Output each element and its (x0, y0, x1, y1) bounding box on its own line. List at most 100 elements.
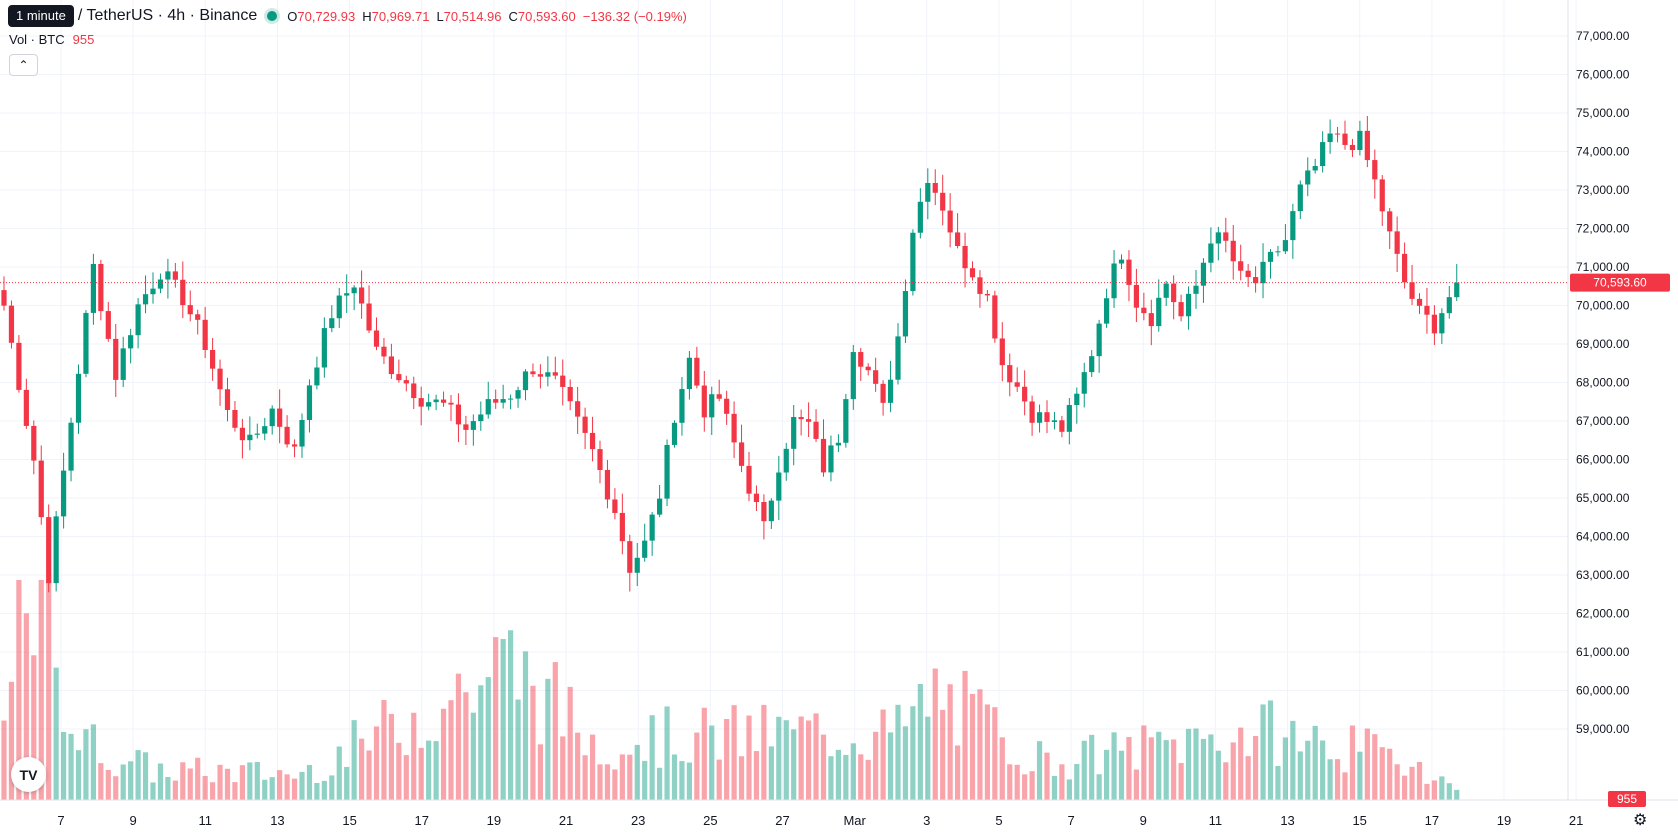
volume-bar (344, 766, 350, 800)
volume-bar (753, 751, 760, 800)
volume-bar (768, 746, 774, 800)
volume-bar (649, 715, 655, 800)
volume-bar (1439, 776, 1445, 800)
candle-body (38, 460, 44, 518)
volume-bar (969, 693, 976, 800)
price-tick-label: 67,000.00 (1576, 414, 1630, 428)
price-axis[interactable]: 77,000.00 76,000.00 75,000.00 74,000.00 73,0… (1576, 29, 1630, 736)
candle-body (344, 293, 350, 296)
candle-body (202, 319, 208, 350)
volume-bar (31, 655, 37, 800)
candle-body (493, 399, 499, 403)
candle-body (165, 271, 171, 280)
volume-bar (984, 704, 990, 800)
volume-bar (23, 613, 29, 800)
volume-bar (1230, 742, 1236, 800)
candle-body (388, 356, 394, 375)
volume-bar (195, 757, 201, 800)
volume-bar (351, 720, 357, 800)
symbol-title[interactable]: / TetherUS · 4h · Binance (77, 7, 258, 24)
volume-bar (664, 706, 670, 800)
time-axis[interactable]: 7 9 11 13 15 17 19 21 23 25 27 Mar 3 5 7 9 11 13 15 17 19 21 (57, 813, 1583, 828)
candle-body (761, 501, 767, 522)
price-tick-label: 59,000.00 (1576, 722, 1630, 736)
volume-bar (1327, 759, 1333, 800)
market-status-icon[interactable] (267, 11, 278, 21)
volume-bar (411, 712, 417, 800)
candle-body (709, 394, 715, 418)
candle-body (1439, 313, 1445, 334)
volume-bar (783, 720, 789, 800)
time-tick-label: 15 (1352, 813, 1366, 828)
volume-bar (575, 732, 581, 800)
volume-bar (813, 713, 819, 800)
price-tick-label: 69,000.00 (1576, 337, 1630, 351)
volume-bar (657, 767, 663, 800)
volume-bar (1014, 764, 1020, 800)
time-tick-label: 9 (130, 813, 137, 828)
gear-icon[interactable]: ⚙ (1633, 812, 1648, 829)
volume-bar (262, 779, 268, 800)
price-tick-label: 62,000.00 (1576, 607, 1630, 621)
volume-bar (1349, 725, 1356, 800)
candle-body (1253, 277, 1259, 284)
candle-body (61, 470, 67, 517)
price-tick-label: 77,000.00 (1576, 29, 1630, 43)
candle-body (1089, 356, 1095, 373)
candle-body (23, 389, 29, 426)
candle-body (90, 263, 96, 313)
candle-body (1200, 262, 1207, 286)
candle-body (396, 374, 402, 381)
candle-body (880, 383, 886, 403)
candle-body (783, 448, 789, 473)
volume-bar (396, 742, 402, 800)
candle-body (8, 305, 15, 343)
candle-body (1431, 314, 1437, 334)
volume-bar (388, 713, 394, 800)
candle-body (1290, 211, 1296, 241)
volume-bar (426, 740, 432, 800)
volume-bar (210, 782, 216, 800)
candle-body (142, 294, 149, 305)
candle-body (470, 421, 476, 430)
volume-bar (955, 745, 961, 800)
candle-body (992, 295, 998, 339)
candle-body (619, 512, 625, 542)
candle-body (68, 422, 74, 471)
candle-body (306, 385, 313, 421)
candle-body (53, 516, 59, 584)
volume-bar (1253, 735, 1259, 800)
time-tick-label: 15 (342, 813, 356, 828)
volume-bar (418, 747, 424, 800)
time-tick-label: 21 (1569, 813, 1583, 828)
time-tick-label: 21 (559, 813, 573, 828)
candle-body (1126, 259, 1132, 285)
candle-body (955, 232, 961, 247)
price-tick-label: 75,000.00 (1576, 106, 1630, 120)
volume-bar (865, 759, 871, 800)
collapse-legend-button[interactable]: ⌃ (9, 54, 38, 76)
volume-bar (589, 734, 596, 800)
volume-bar (403, 755, 409, 800)
candle-body (1230, 240, 1236, 262)
volume-bars (1, 580, 1460, 800)
volume-bar (284, 774, 290, 800)
volume-bar (1402, 775, 1408, 800)
volume-bar (1297, 751, 1303, 800)
volume-bar (306, 765, 313, 800)
candle-body (373, 330, 380, 347)
price-tick-label: 63,000.00 (1576, 568, 1630, 582)
candle-body (500, 399, 506, 403)
volume-bar (1446, 783, 1452, 800)
volume-bar (537, 744, 543, 800)
volume-bar (113, 776, 119, 800)
candle-body (649, 514, 655, 541)
candle-body (157, 279, 164, 289)
candle-body (575, 401, 581, 417)
volume-bar (731, 705, 737, 800)
tradingview-logo[interactable]: TV (11, 757, 46, 792)
volume-bar (902, 726, 909, 800)
candle-body (463, 424, 469, 430)
volume-bar (500, 638, 506, 800)
